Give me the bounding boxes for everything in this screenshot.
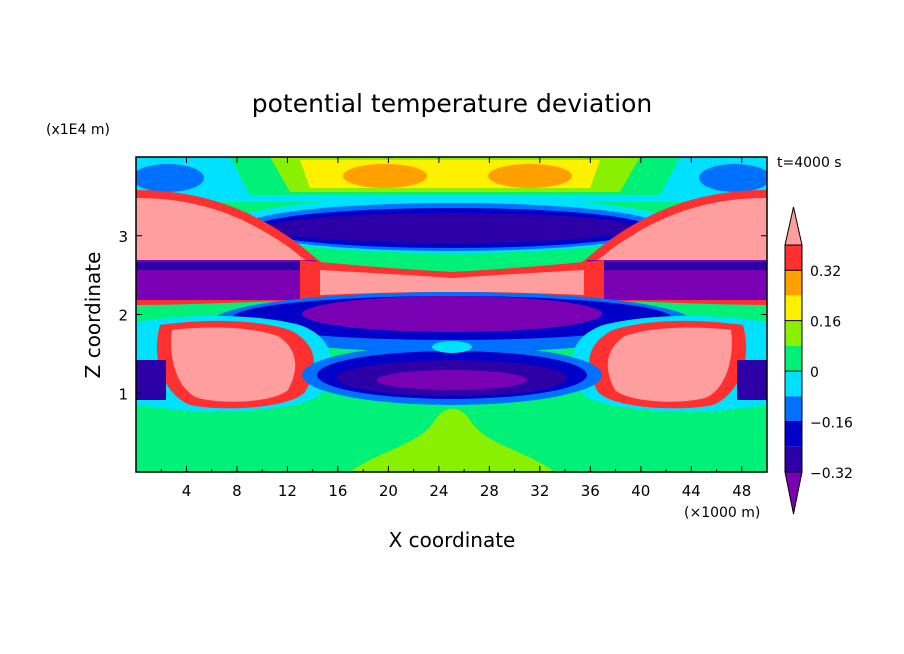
colorbar-segment [785,421,802,447]
colorbar-arrow-bottom [784,471,803,515]
x-tick-label: 48 [732,482,751,500]
field-mid-purple [302,296,602,332]
x-tick-label: 32 [530,482,549,500]
field-top-blue-right [699,164,767,192]
x-tick-label: 36 [581,482,600,500]
field-top-orange-left [343,164,427,188]
field-top-orange-right [488,164,572,188]
colorbar-arrow-top [784,206,803,246]
colorbar-label: 0 [810,365,819,381]
y-axis-label: Z coordinate [81,252,105,379]
colorbar-segment [785,446,802,472]
colorbar-label: 0.16 [810,315,841,331]
colorbar-segment [785,270,802,296]
y-unit-label: (x1E4 m) [46,122,110,138]
field-left-low-dark [136,360,166,400]
field-right-band-mid [587,262,767,270]
x-tick-label: 8 [232,482,242,500]
y-ticks: 1 2 3 [118,228,767,403]
field-right-low-dark [737,360,767,400]
field-low-purple [377,370,527,390]
y-tick-label: 1 [118,385,128,403]
field-center-x-pink [320,270,584,295]
field-upper-dark [267,213,637,243]
colorbar-segment [785,295,802,321]
x-axis-label: X coordinate [389,528,516,552]
plot-area [136,157,767,472]
x-tick-label: 28 [480,482,499,500]
colorbar-label: 0.32 [810,264,841,280]
field-left-band-mid [136,262,316,270]
x-tick-label: 44 [682,482,701,500]
chart-title: potential temperature deviation [252,89,652,118]
colorbar-segment [785,396,802,422]
time-label: t=4000 s [777,155,842,171]
colorbar-segment [785,245,802,271]
field-left-lobe-pink [171,327,296,402]
field-center-cyan [432,341,472,353]
x-tick-label: 40 [631,482,650,500]
x-ticks: 4 8 12 16 20 24 28 32 36 40 44 48 [160,157,751,500]
x-unit-label: (×1000 m) [684,505,760,521]
x-tick-label: 16 [328,482,347,500]
x-tick-label: 20 [379,482,398,500]
colorbar-segment [785,371,802,397]
x-tick-label: 24 [429,482,448,500]
colorbar-label: −0.32 [810,466,853,482]
y-tick-label: 3 [118,228,128,246]
field-bottom-updraft [350,408,555,472]
x-tick-label: 12 [278,482,297,500]
colorbar-label: −0.16 [810,416,853,432]
colorbar-segment [785,345,802,372]
field-top-blue-left [136,164,204,192]
y-tick-label: 2 [118,307,128,325]
colorbar-segment [785,320,802,346]
field-right-lobe-pink [607,327,732,402]
colorbar: 0.32 0.16 0 −0.16 −0.32 [784,206,853,515]
x-tick-label: 4 [182,482,192,500]
